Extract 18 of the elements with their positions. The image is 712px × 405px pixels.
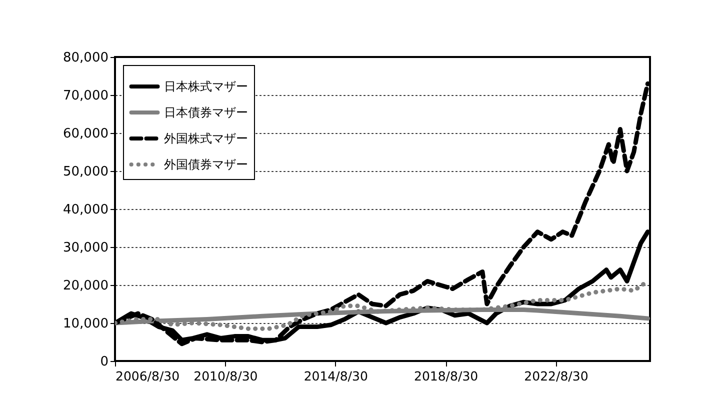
y-tick-label: 70,000: [63, 88, 108, 104]
y-tick-label: 60,000: [63, 126, 108, 142]
y-tick-label: 80,000: [63, 50, 108, 66]
y-tick-label: 30,000: [63, 240, 108, 256]
x-tick-label: 2014/8/30: [304, 368, 368, 384]
legend-label: 日本株式マザー: [164, 80, 248, 94]
legend-label: 外国株式マザー: [164, 132, 248, 146]
x-tick-label: 2018/8/30: [414, 368, 478, 384]
y-tick-label: 0: [100, 354, 108, 370]
y-tick-label: 40,000: [63, 202, 108, 218]
legend-label: 外国債券マザー: [164, 158, 248, 172]
x-tick-label: 2010/8/30: [194, 368, 258, 384]
y-tick-label: 50,000: [63, 164, 108, 180]
y-tick-label: 20,000: [63, 278, 108, 294]
legend-label: 日本債券マザー: [164, 106, 248, 120]
x-tick-label: 2022/8/30: [524, 368, 588, 384]
y-tick-label: 10,000: [63, 316, 108, 332]
x-tick-label: 2006/8/30: [116, 368, 180, 384]
